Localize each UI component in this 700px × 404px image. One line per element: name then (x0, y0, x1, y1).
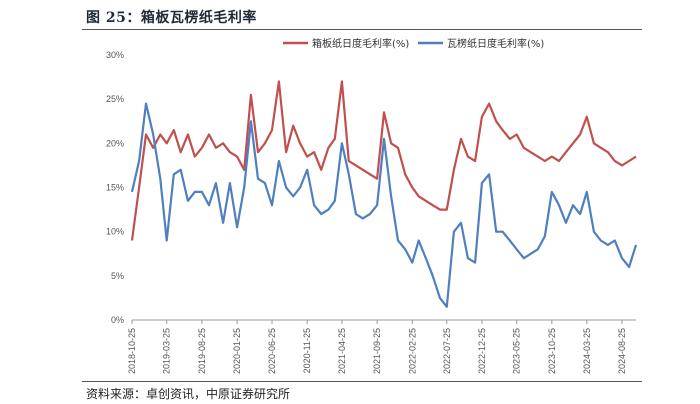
title-divider (82, 29, 642, 30)
x-tick-label: 2020-01-25 (232, 328, 242, 374)
legend: 箱板纸日度毛利率(%) 瓦楞纸日度毛利率(%) (283, 37, 544, 50)
series-group (130, 80, 638, 308)
x-tick-label: 2022-07-25 (442, 328, 452, 374)
legend-label-corrugated: 瓦楞纸日度毛利率(%) (447, 37, 544, 50)
series-line-boxboard (130, 80, 637, 241)
x-tick-label: 2020-11-25 (302, 328, 312, 373)
y-tick-label: 10% (106, 227, 124, 237)
x-tick-label: 2019-08-25 (197, 328, 207, 374)
y-tick-label: 0% (111, 315, 124, 325)
figure-title: 图 25：箱板瓦楞纸毛利率 (86, 10, 257, 26)
y-axis: 0% 5% 10% 15% 20% 25% 30% (106, 50, 124, 325)
y-tick-label: 5% (111, 271, 124, 281)
x-tick-label: 2018-10-25 (127, 328, 137, 374)
x-tick-label: 2023-10-25 (547, 328, 557, 374)
y-tick-label: 20% (106, 138, 124, 148)
x-tick-label: 2020-06-25 (267, 328, 277, 374)
x-tick-label: 2024-08-25 (617, 328, 627, 374)
y-tick-label: 25% (106, 94, 124, 104)
x-tick-label: 2021-09-25 (372, 328, 382, 374)
x-tick-label: 2022-02-25 (407, 328, 417, 374)
series-line-corrugated (130, 102, 638, 308)
x-tick-label: 2023-05-25 (512, 328, 522, 374)
y-tick-label: 30% (106, 50, 124, 60)
x-axis: 2018-10-25 2019-03-25 2019-08-25 2020-01-25… (127, 319, 636, 374)
y-tick-label: 15% (106, 183, 124, 193)
x-tick-label: 2019-03-25 (162, 328, 172, 374)
legend-label-boxboard: 箱板纸日度毛利率(%) (312, 37, 409, 50)
source-note: 资料来源：卓创资讯，中原证券研究所 (86, 387, 291, 401)
x-tick-label: 2021-04-25 (337, 328, 347, 374)
x-tick-label: 2024-03-25 (582, 328, 592, 374)
x-tick-label: 2022-12-25 (477, 328, 487, 374)
source-divider (82, 381, 642, 382)
